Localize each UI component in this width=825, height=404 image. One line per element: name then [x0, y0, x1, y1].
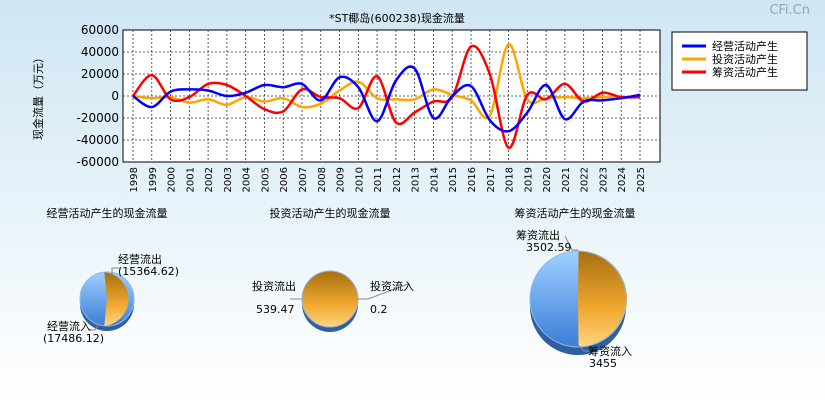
pie1-inflow-value: (17486.12): [43, 332, 104, 345]
pie1-outflow-value: (15364.62): [118, 265, 179, 278]
pie3-inflow-leader: [577, 344, 590, 352]
x-tick-label: 2002: [204, 167, 215, 192]
x-tick-label: 2003: [223, 167, 234, 192]
x-tick-label: 2013: [411, 167, 422, 192]
watermark: CFi.Cn: [769, 3, 810, 18]
x-tick-label: 2011: [373, 167, 384, 192]
series-lines: [132, 43, 641, 149]
legend-label: 筹资活动产生: [712, 65, 778, 79]
legend-label: 投资活动产生: [712, 52, 778, 66]
x-tick-label: 2007: [298, 167, 309, 192]
pie2-inflow-value: 0.2: [370, 303, 388, 316]
y-tick-label: 60000: [81, 23, 119, 37]
pie1-inflow-label: 经营流入: [47, 319, 91, 333]
pie2-outflow-value: 539.47: [256, 303, 295, 316]
pie3-title: 筹资活动产生的现金流量: [515, 206, 636, 220]
x-tick-label: 2006: [279, 167, 290, 192]
y-tick-label: -40000: [76, 133, 119, 147]
pie1-title: 经营活动产生的现金流量: [47, 206, 168, 220]
pie-1: [79, 271, 135, 331]
x-tick-label: 1999: [148, 167, 159, 192]
x-tick-label: 2012: [392, 167, 403, 192]
y-tick-label: 0: [111, 89, 119, 103]
x-tick-label: 2010: [354, 167, 365, 192]
pie3-outflow-leader: [564, 235, 578, 251]
pie-slice-outflow: [104, 272, 129, 326]
x-tick-label: 2016: [467, 167, 478, 192]
pie-2: [301, 270, 359, 332]
y-axis-label: 现金流量（万元）: [31, 52, 45, 140]
pie2-title: 投资活动产生的现金流量: [270, 206, 391, 220]
pie3-inflow-value: 3455: [589, 357, 617, 370]
x-tick-label: 2025: [636, 167, 647, 192]
series-line-2: [132, 44, 641, 149]
x-tick-label: 2021: [561, 167, 572, 192]
x-tick-label: 2022: [580, 167, 591, 192]
y-axis-ticks: 60000 40000 20000 0 -20000 -40000 -60000: [76, 23, 119, 169]
pie3-outflow-value: 3502.59: [526, 241, 572, 254]
legend-label: 经营活动产生: [712, 39, 778, 53]
pie-rim: [529, 250, 627, 348]
x-tick-label: 2001: [185, 167, 196, 192]
x-tick-label: 2024: [617, 167, 628, 192]
pie2-outflow-label: 投资流出: [252, 279, 296, 293]
x-tick-label: 2018: [505, 167, 516, 192]
pie-rim: [79, 271, 135, 327]
x-tick-label: 2009: [336, 167, 347, 192]
x-tick-label: 2015: [448, 167, 459, 192]
y-tick-label: 40000: [81, 45, 119, 59]
pie-slice-outflow: [578, 251, 628, 347]
pie1-outflow-label: 经营流出: [118, 252, 162, 266]
pie1-inflow-leader: [88, 321, 101, 331]
x-tick-label: 2014: [429, 167, 440, 192]
x-tick-label: 2023: [598, 167, 609, 192]
pie2-inflow-leader: [357, 283, 409, 300]
y-tick-label: -60000: [76, 155, 119, 169]
pie3-inflow-label: 筹资流入: [588, 344, 632, 358]
x-tick-label: 2005: [260, 167, 271, 192]
x-tick-label: 2020: [542, 167, 553, 192]
x-tick-label: 2019: [523, 167, 534, 192]
x-tick-label: 2004: [242, 167, 253, 192]
legend-box: [671, 31, 808, 91]
y-tick-label: 20000: [81, 67, 119, 81]
x-tick-label: 2017: [486, 167, 497, 192]
x-tick-label: 2008: [317, 167, 328, 192]
x-axis-ticks: 1998 1999 2000 2001 2002 2003 2004 2005 2006 2007…: [129, 167, 647, 192]
line-chart: *ST椰岛(600238)现金流量 60000 40000 20000 0 -20000…: [31, 11, 808, 192]
pie-slice-outflow: [302, 271, 358, 327]
pie-charts: [79, 250, 628, 355]
pie1-outflow-leader: [111, 267, 120, 276]
line-chart-title: *ST椰岛(600238)现金流量: [329, 11, 465, 25]
pie-3: [529, 250, 628, 355]
x-tick-label: 1998: [129, 167, 140, 192]
y-tick-label: -20000: [76, 111, 119, 125]
pie3-outflow-label: 筹资流出: [516, 228, 560, 242]
pie2-inflow-label: 投资流入: [370, 279, 414, 293]
x-tick-label: 2000: [167, 167, 178, 192]
series-line-0: [132, 65, 641, 133]
